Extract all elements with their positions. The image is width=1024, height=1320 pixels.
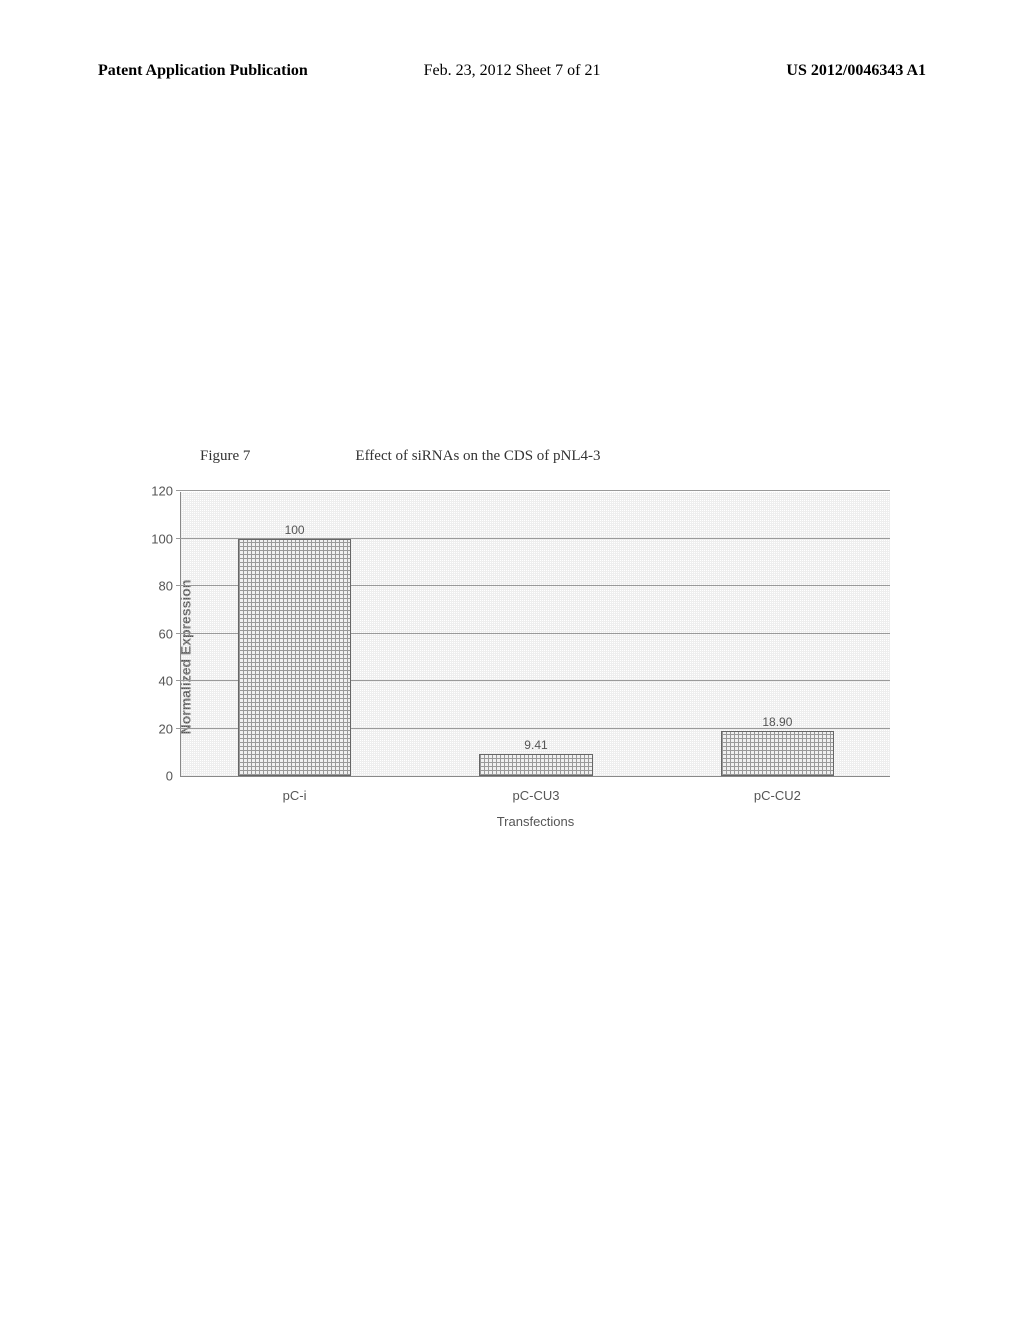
gridline — [176, 490, 890, 491]
header-center: Feb. 23, 2012 Sheet 7 of 21 — [424, 62, 601, 80]
figure-title: Effect of siRNAs on the CDS of pNL4-3 — [355, 448, 600, 465]
header-left: Patent Application Publication — [98, 62, 308, 80]
x-tick-label: pC-CU2 — [754, 788, 801, 803]
plot-area: 020406080100120 1009.4118.90 pC-ipC-CU3p… — [180, 492, 890, 777]
bar-value-label: 100 — [285, 523, 305, 537]
bar-value-label: 18.90 — [762, 715, 792, 729]
bar-value-label: 9.41 — [524, 738, 547, 752]
y-tick-label: 60 — [159, 626, 173, 641]
x-tick-label: pC-i — [283, 788, 307, 803]
chart-container: Normalized Expression 020406080100120 10… — [120, 482, 900, 832]
figure-label: Figure 7 — [200, 448, 250, 465]
bar: 18.90 — [721, 731, 835, 776]
y-tick-label: 20 — [159, 721, 173, 736]
y-tick-label: 100 — [151, 531, 173, 546]
x-axis-label: Transfections — [497, 814, 575, 829]
x-tick-label: pC-CU3 — [513, 788, 560, 803]
y-tick-label: 80 — [159, 579, 173, 594]
figure-header: Figure 7 Effect of siRNAs on the CDS of … — [0, 448, 1024, 465]
y-tick-label: 120 — [151, 484, 173, 499]
y-tick-label: 0 — [166, 769, 173, 784]
bar: 9.41 — [479, 754, 593, 776]
document-header: Patent Application Publication Feb. 23, … — [0, 62, 1024, 80]
y-tick-label: 40 — [159, 674, 173, 689]
bar: 100 — [238, 539, 352, 777]
header-right: US 2012/0046343 A1 — [786, 62, 926, 80]
